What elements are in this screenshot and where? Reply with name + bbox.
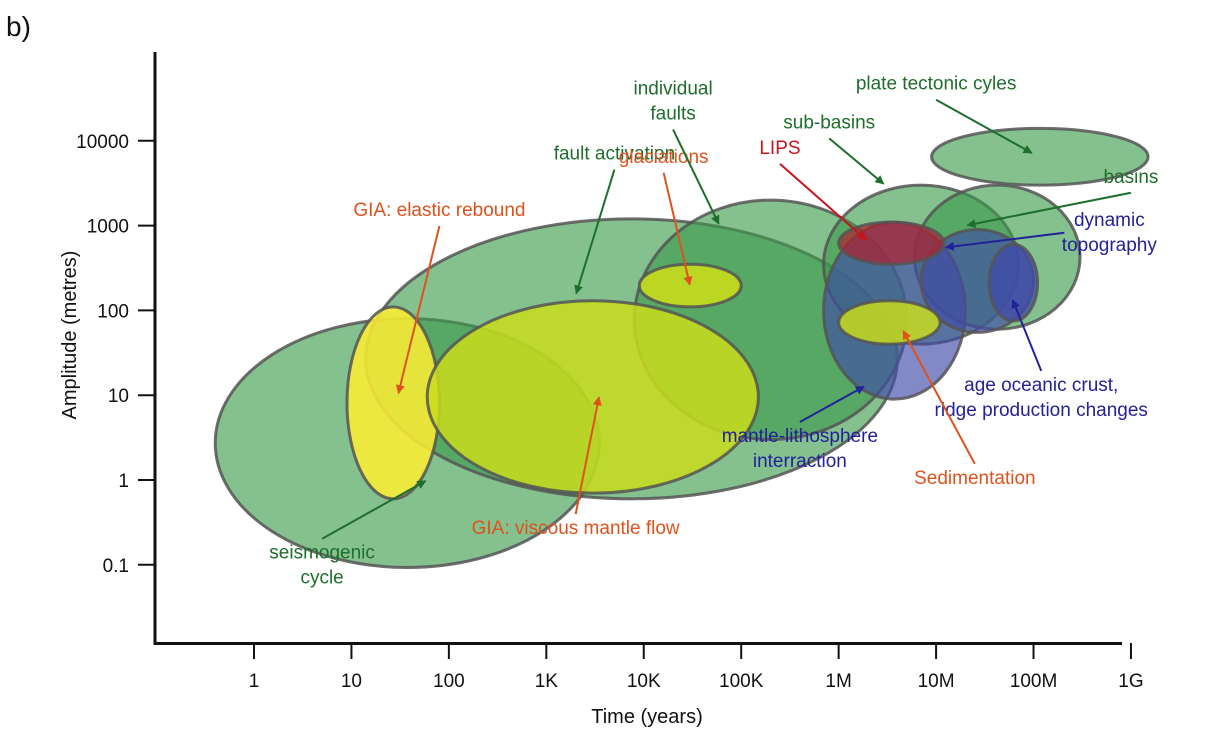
annotation-label-age-oceanic-crust: age oceanic crust, [964,375,1118,396]
annotation-label-individual-faults: individual [633,79,712,100]
annotation-arrow-mantle-lithosphere-interraction [799,385,865,423]
annotation-label-plate-tectonic-cycles: plate tectonic cyles [856,74,1017,95]
panel-label: b) [6,11,31,42]
annotation-label-sub-basins: sub-basins [783,112,875,133]
annotation-arrow-sedimentation [902,330,976,465]
annotation-label-seismogenic-cycle: cycle [300,568,343,589]
annotation-label-seismogenic-cycle: seismogenic [269,543,375,564]
annotation-arrow-gia-elastic-rebound [395,225,441,395]
x-tick-label: 1G [1118,671,1143,692]
axes [153,52,1122,645]
annotation-arrow-sub-basins [828,137,885,185]
x-tick-label: 1 [249,671,260,692]
x-tick-label: 100 [433,671,465,692]
annotation-arrow-age-oceanic-crust [1011,299,1043,372]
y-tick-label: 10000 [76,132,129,153]
x-tick-label: 10 [341,671,362,692]
region-sedimentation [837,299,942,346]
annotation-label-mantle-lithosphere-interraction: interraction [753,451,847,472]
x-tick-label: 100K [719,671,764,692]
x-tick-label: 100M [1010,671,1058,692]
annotation-arrow-individual-faults [672,129,720,225]
y-ticks: 0.1 1 10 100 1000 10000 [76,132,155,577]
y-tick-label: 0.1 [103,556,129,577]
annotation-arrow-basins [966,191,1132,229]
annotation-label-lips: LIPS [759,138,800,159]
region-age-oceanic-crust [987,242,1040,323]
x-tick-label: 10K [627,671,661,692]
region-plate-tectonic-cycles [930,126,1150,187]
annotation-label-mantle-lithosphere-interraction: mantle-lithosphere [722,426,878,447]
annotation-label-basins: basins [1103,167,1158,188]
annotation-arrow-plate-tectonic-cycles [935,98,1033,154]
x-ticks: 1 10 100 1K 10K 100K 1M 10M 100M 1G [249,643,1144,692]
x-tick-label: 1M [825,671,851,692]
y-tick-label: 10 [108,386,129,407]
annotation-arrow-gia-viscous-mantle-flow [574,396,602,515]
annotation-label-individual-faults: faults [650,104,695,125]
region-gia-elastic-rebound [345,305,441,501]
x-tick-label: 10M [918,671,955,692]
annotation-label-dynamic-topography: dynamic [1074,210,1145,231]
annotation-label-glaciations: glaciations [619,147,709,168]
region-gia-viscous-mantle-flow [425,299,760,495]
x-tick-label: 1K [535,671,559,692]
annotation-arrow-dynamic-topography [944,231,1065,251]
annotation-arrow-seismogenic-cycle [321,480,427,540]
annotation-label-gia-elastic-rebound: GIA: elastic rebound [353,200,525,221]
y-tick-label: 1000 [87,217,129,238]
annotation-label-sedimentation: Sedimentation [914,468,1035,489]
annotation-label-gia-viscous-mantle-flow: GIA: viscous mantle flow [472,518,680,539]
annotation-label-dynamic-topography: topography [1062,235,1158,256]
annotation-label-fault-activation: fault activation [554,144,675,165]
annotation-label-age-oceanic-crust: ridge production changes [935,400,1148,421]
x-axis-title: Time (years) [591,706,702,728]
annotation-arrow-lips [779,163,868,241]
regions-layer [213,126,1150,569]
annotation-arrow-fault-activation [574,169,616,295]
region-glaciations [637,262,743,309]
y-tick-label: 1 [118,471,129,492]
annotation-arrow-glaciations [662,172,693,286]
annotations-layer: GIA: elastic rebound fault activationglac… [269,74,1158,589]
y-axis-title: Amplitude (metres) [59,251,81,420]
y-tick-label: 100 [97,301,129,322]
